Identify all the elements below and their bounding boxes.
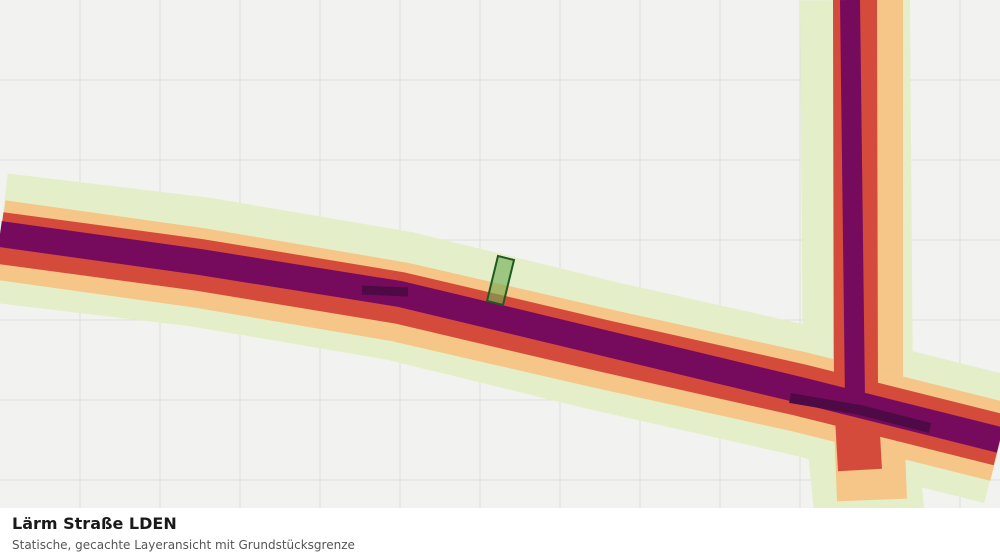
noise-bands xyxy=(0,0,1000,526)
band-max xyxy=(361,285,409,297)
band-max xyxy=(789,393,932,433)
caption-title: Lärm Straße LDEN xyxy=(12,514,177,533)
caption-panel: Lärm Straße LDEN Statische, gecachte Lay… xyxy=(0,508,1000,560)
caption-subtitle: Statische, gecachte Layeransicht mit Gru… xyxy=(12,538,355,552)
band-very-high xyxy=(840,0,865,401)
band-very-high xyxy=(0,221,1000,453)
parcel-boundary[interactable] xyxy=(485,254,516,307)
